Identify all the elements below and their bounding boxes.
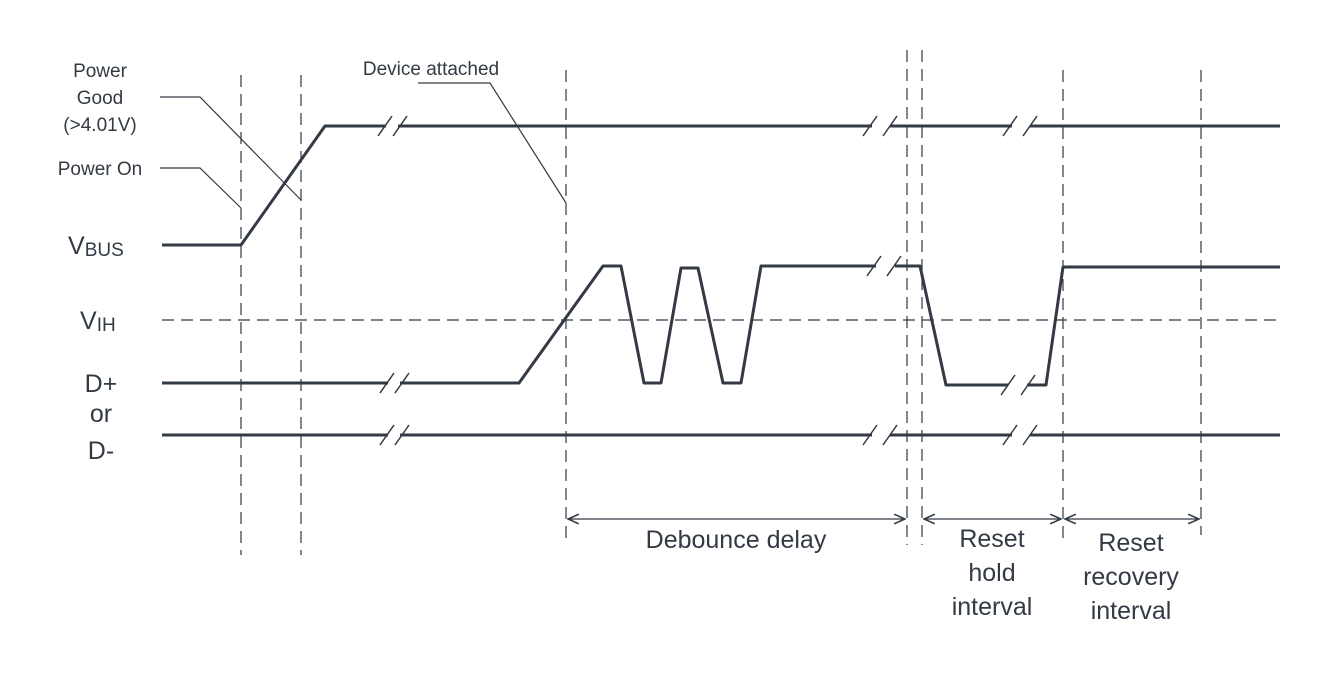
label-line: recovery (1083, 563, 1179, 591)
debounce-delay-label: Debounce delay (646, 526, 827, 554)
power-good-leader (160, 96, 302, 201)
vbus-label: VBUS (68, 232, 124, 261)
data-line-label: D+ or D- (85, 370, 118, 465)
label-line: (>4.01V) (63, 115, 136, 136)
label-line: or (90, 400, 112, 428)
break-marks (377, 115, 1038, 137)
reset-recovery-label: Reset recovery interval (1083, 529, 1179, 625)
label-line: interval (1091, 597, 1172, 625)
dminus-signal (162, 424, 1280, 446)
label-line: Reset (1098, 529, 1163, 557)
label-line: hold (968, 559, 1015, 587)
break-marks (379, 424, 1038, 446)
reset-hold-label: Reset hold interval (952, 525, 1033, 621)
break-marks (379, 255, 1036, 396)
dplus-signal (162, 255, 1280, 396)
vih-label: VIH (80, 307, 116, 336)
power-on-label: Power On (58, 159, 142, 180)
label-line: interval (952, 593, 1033, 621)
power-on-leader (160, 167, 242, 209)
vbus-signal (162, 115, 1280, 247)
time-markers (240, 50, 1202, 555)
power-good-label: Power Good (>4.01V) (63, 61, 136, 136)
device-attached-leader (418, 82, 567, 204)
device-attached-label: Device attached (363, 59, 499, 80)
label-line: Power (73, 61, 128, 82)
label-line: Reset (959, 525, 1024, 553)
label-line: D- (88, 437, 114, 465)
label-line: D+ (85, 370, 118, 398)
label-line: Good (77, 88, 123, 109)
